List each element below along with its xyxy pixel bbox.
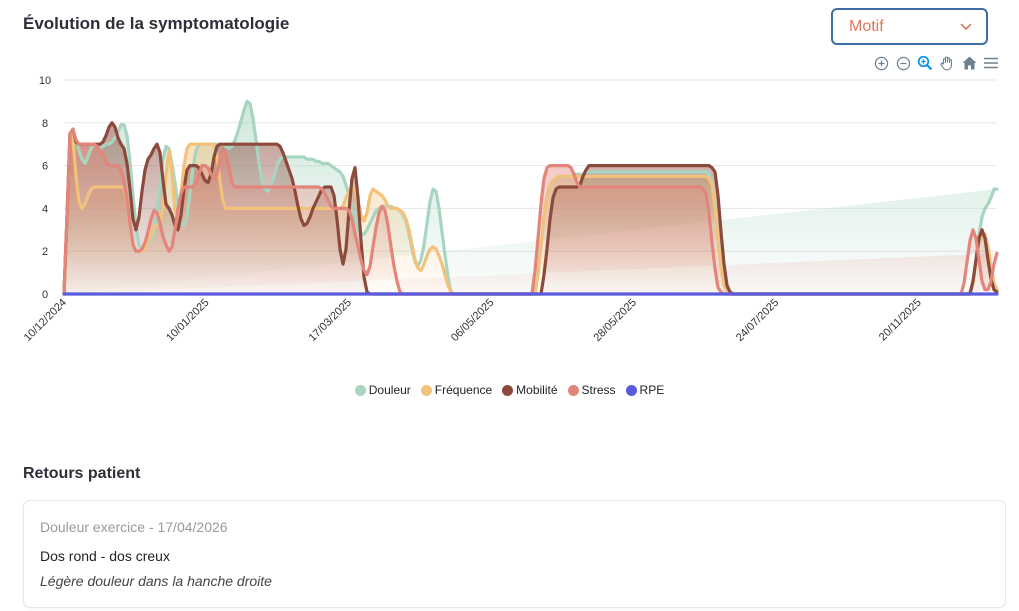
feedback-card[interactable]: Douleur exercice - 17/04/2026 Dos rond -…: [23, 500, 1006, 608]
legend-label: Stress: [581, 383, 616, 397]
x-tick-label: 28/05/2025: [591, 297, 638, 344]
feedback-note: Légère douleur dans la hanche droite: [40, 573, 272, 589]
chart-toolbar: [872, 54, 1000, 72]
x-tick-label: 10/12/2024: [22, 297, 69, 344]
y-tick-label: 6: [42, 161, 48, 173]
legend-marker: [567, 384, 579, 396]
chevron-down-icon: [960, 19, 972, 34]
y-tick-label: 10: [39, 75, 51, 87]
x-tick-label: 06/05/2025: [449, 297, 496, 344]
y-tick-label: 2: [42, 246, 48, 258]
zoom-out-icon[interactable]: [894, 54, 912, 72]
section-title-retours-patient: Retours patient: [23, 465, 141, 482]
legend-label: Douleur: [368, 383, 411, 397]
legend-item-fréquence[interactable]: Fréquence: [420, 383, 493, 397]
legend-item-stress[interactable]: Stress: [567, 383, 616, 397]
feedback-exercise: Dos rond - dos creux: [40, 548, 170, 564]
x-tick-label: 17/03/2025: [307, 297, 354, 344]
y-tick-label: 8: [42, 118, 48, 130]
legend-marker: [354, 384, 366, 396]
feedback-header: Douleur exercice - 17/04/2026: [40, 519, 228, 535]
reset-home-icon[interactable]: [960, 54, 978, 72]
motif-select[interactable]: Motif: [831, 8, 988, 45]
symptom-area-chart: 0 2 4 6 8 10 10/12/2024 10/01/2025 17/03/2025 06…: [22, 75, 999, 344]
pan-hand-icon[interactable]: [938, 54, 956, 72]
selection-zoom-icon[interactable]: [916, 54, 934, 72]
legend-item-mobilité[interactable]: Mobilité: [502, 383, 558, 397]
legend-label: Mobilité: [516, 383, 558, 397]
x-tick-label: 24/07/2025: [734, 297, 781, 344]
legend-label: Fréquence: [434, 383, 493, 397]
chart-title: Évolution de la symptomatologie: [23, 14, 290, 33]
menu-icon[interactable]: [982, 54, 1000, 72]
y-tick-label: 0: [42, 289, 48, 301]
y-tick-label: 4: [42, 203, 48, 215]
zoom-in-icon[interactable]: [872, 54, 890, 72]
x-tick-label: 10/01/2025: [164, 297, 211, 344]
legend-item-douleur[interactable]: Douleur: [354, 383, 411, 397]
chart-legend: Douleur Fréquence Mobilité Stress RPE: [0, 383, 1019, 397]
legend-marker: [502, 384, 514, 396]
motif-select-value: Motif: [849, 17, 884, 35]
legend-label: RPE: [639, 383, 665, 397]
legend-marker: [625, 384, 637, 396]
series-area-stress: [64, 129, 997, 294]
legend-item-rpe[interactable]: RPE: [625, 383, 665, 397]
x-tick-label: 20/11/2025: [877, 297, 924, 344]
legend-marker: [420, 384, 432, 396]
